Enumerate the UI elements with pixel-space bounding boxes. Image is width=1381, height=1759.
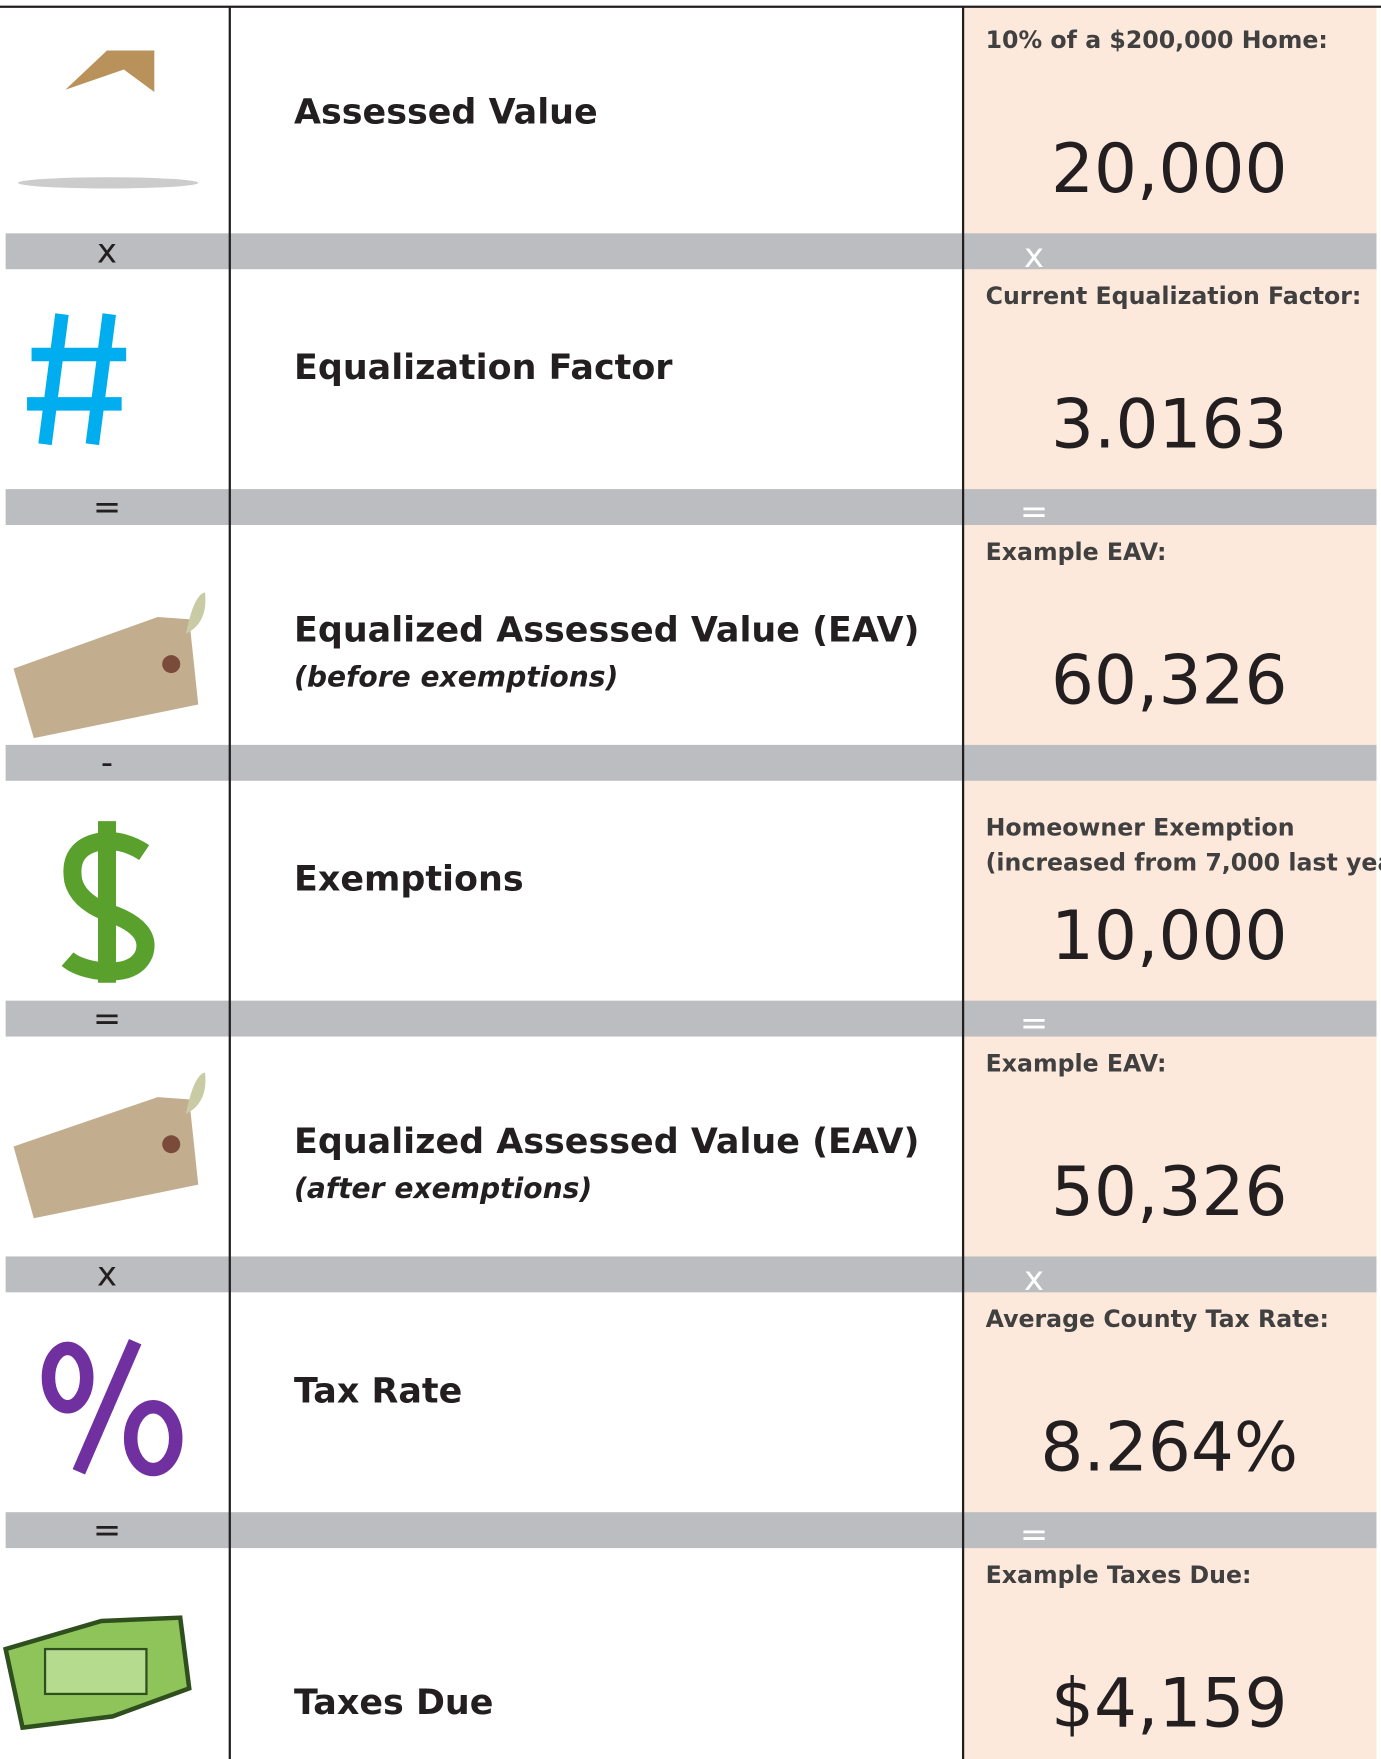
row-label: Equalized Assessed Value (EAV): [294, 611, 919, 651]
value: 10,000: [1051, 896, 1287, 975]
operator: =: [93, 487, 121, 526]
value-note: Example EAV:: [986, 1049, 1167, 1077]
row-sublabel: (before exemptions): [294, 661, 618, 694]
tag-icon: [14, 1072, 206, 1218]
separator-bar: [6, 1256, 1377, 1292]
value: 3.0163: [1051, 385, 1287, 464]
separator-bar: [6, 1001, 1377, 1037]
row-label: Equalized Assessed Value (EAV): [294, 1122, 919, 1162]
value: 20,000: [1051, 129, 1287, 208]
tax-infographic: x x = = - = = x x = = Assessed Value 10% of a $200,…: [0, 0, 1381, 1759]
percent-icon: [48, 1342, 175, 1472]
operator: x: [97, 1255, 117, 1294]
value-note: Homeowner Exemption: [986, 814, 1295, 842]
value: 60,326: [1051, 641, 1287, 720]
row-label: Tax Rate: [294, 1371, 462, 1411]
separator-bar: [6, 745, 1377, 781]
operator: -: [101, 743, 113, 782]
row-label: Exemptions: [294, 860, 524, 900]
value: 8.264%: [1040, 1408, 1298, 1487]
money-icon: [6, 1618, 190, 1728]
value-note: (increased from 7,000 last year):: [986, 849, 1381, 877]
house-icon: [18, 50, 198, 188]
hash-icon: [27, 314, 126, 444]
operator: x: [1024, 1259, 1044, 1298]
tag-icon: [14, 592, 206, 738]
separator-bar: [6, 489, 1377, 525]
operator: x: [1024, 236, 1044, 275]
value-note: Current Equalization Factor:: [986, 282, 1362, 310]
value: 50,326: [1051, 1152, 1287, 1231]
value-note: Average County Tax Rate:: [986, 1305, 1329, 1333]
value: $4,159: [1051, 1664, 1287, 1743]
row-label: Assessed Value: [294, 92, 598, 132]
operator: =: [1020, 1515, 1048, 1554]
row-label: Equalization Factor: [294, 348, 673, 388]
value-note: 10% of a $200,000 Home:: [986, 26, 1328, 54]
operator: x: [97, 232, 117, 271]
operator: =: [93, 999, 121, 1038]
dollar-icon: [68, 821, 146, 983]
separator-bar: [6, 233, 1377, 269]
operator: =: [93, 1510, 121, 1549]
operator: =: [1020, 492, 1048, 531]
row-sublabel: (after exemptions): [294, 1172, 592, 1205]
separator-bar: [6, 1512, 1377, 1548]
value-note: Example Taxes Due:: [986, 1561, 1252, 1589]
value-note: Example EAV:: [986, 538, 1167, 566]
row-label: Taxes Due: [294, 1683, 493, 1723]
operator: =: [1020, 1003, 1048, 1042]
